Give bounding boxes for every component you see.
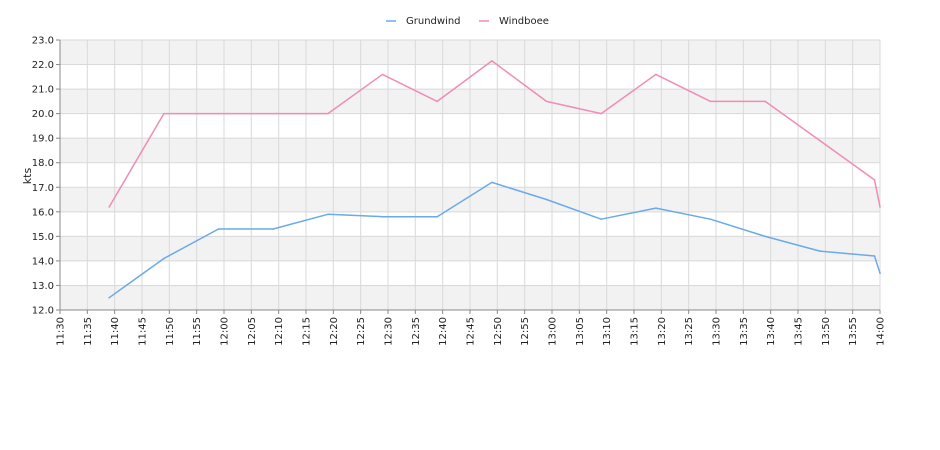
x-tick-label: 13:55 [848, 317, 859, 346]
x-tick-label: 11:55 [192, 317, 203, 346]
x-tick-label: 12:40 [438, 317, 449, 346]
data-point-windboee [163, 112, 165, 115]
data-point-grundwind [491, 181, 493, 184]
x-tick-label: 12:50 [493, 317, 504, 346]
x-tick-label: 11:35 [83, 317, 94, 346]
data-point-windboee [819, 139, 821, 142]
data-point-windboee [108, 206, 110, 208]
data-point-grundwind [436, 215, 439, 218]
x-tick-label: 12:30 [384, 317, 395, 346]
data-point-windboee [655, 73, 657, 76]
data-point-grundwind [381, 215, 384, 218]
x-tick-label: 11:30 [56, 317, 67, 346]
x-tick-label: 11:50 [165, 317, 176, 346]
data-point-windboee [879, 206, 881, 208]
x-tick-label: 13:20 [657, 317, 668, 346]
data-point-grundwind [709, 218, 712, 220]
y-tick-label: 21.0 [32, 85, 54, 96]
x-tick-label: 13:40 [766, 317, 777, 346]
x-tick-label: 13:30 [712, 317, 723, 346]
data-point-grundwind [108, 296, 110, 299]
data-point-windboee [545, 100, 548, 103]
x-tick-label: 12:20 [329, 317, 340, 346]
x-tick-label: 13:25 [684, 317, 695, 346]
data-point-windboee [272, 112, 275, 115]
data-point-windboee [436, 100, 439, 103]
x-tick-label: 13:15 [630, 317, 641, 346]
legend-label-windboee: Windboee [499, 16, 549, 27]
data-point-windboee [491, 60, 493, 62]
y-tick-label: 14.0 [32, 256, 54, 267]
data-point-grundwind [873, 255, 876, 257]
data-point-windboee [600, 112, 602, 115]
data-point-windboee [327, 112, 329, 115]
x-tick-label: 12:10 [274, 317, 285, 346]
y-tick-label: 16.0 [32, 207, 54, 218]
data-point-grundwind [327, 213, 329, 216]
x-tick-label: 14:00 [876, 317, 887, 346]
y-tick-label: 22.0 [32, 60, 54, 71]
x-tick-label: 13:45 [794, 317, 805, 346]
data-point-grundwind [545, 198, 548, 201]
data-point-windboee [217, 112, 220, 115]
y-tick-label: 19.0 [32, 134, 54, 145]
legend-label-grundwind: Grundwind [406, 16, 461, 27]
data-point-grundwind [163, 257, 165, 260]
data-point-grundwind [879, 272, 881, 274]
series-line-windboee [108, 60, 881, 208]
x-tick-label: 12:25 [356, 317, 367, 346]
y-tick-label: 13.0 [32, 281, 54, 292]
data-point-windboee [381, 73, 384, 76]
data-point-grundwind [217, 228, 220, 230]
data-point-grundwind [272, 228, 275, 230]
y-tick-label: 15.0 [32, 232, 54, 243]
x-tick-label: 12:15 [302, 317, 313, 346]
y-tick-label: 17.0 [32, 183, 54, 194]
x-tick-label: 13:50 [821, 317, 832, 346]
x-tick-label: 12:05 [247, 317, 258, 346]
y-axis-title: kts [21, 168, 34, 185]
data-point-windboee [709, 100, 712, 103]
data-point-windboee [764, 100, 766, 103]
x-tick-label: 12:35 [411, 317, 422, 346]
x-tick-label: 13:00 [548, 317, 559, 346]
data-point-grundwind [600, 218, 602, 220]
x-tick-label: 11:45 [138, 317, 149, 346]
x-tick-label: 13:05 [575, 317, 586, 346]
data-point-grundwind [655, 207, 657, 209]
data-point-grundwind [819, 250, 821, 252]
x-tick-label: 12:45 [466, 317, 477, 346]
x-tick-label: 12:00 [220, 317, 231, 346]
y-tick-label: 20.0 [32, 109, 54, 120]
x-tick-label: 13:10 [602, 317, 613, 346]
y-tick-label: 23.0 [32, 36, 54, 47]
data-point-grundwind [764, 235, 766, 238]
y-tick-label: 18.0 [32, 158, 54, 169]
x-tick-label: 12:55 [520, 317, 531, 346]
y-tick-label: 12.0 [32, 306, 54, 317]
x-tick-label: 13:35 [739, 317, 750, 346]
x-tick-label: 11:40 [110, 317, 121, 346]
series-line-grundwind [108, 181, 881, 299]
data-point-windboee [873, 179, 876, 181]
